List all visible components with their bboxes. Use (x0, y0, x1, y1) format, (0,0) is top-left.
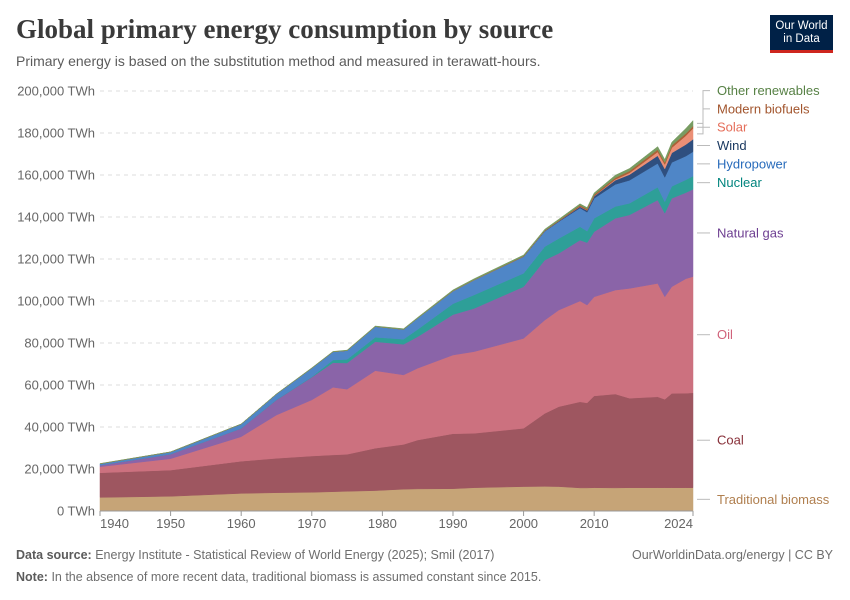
legend-label: Natural gas (717, 225, 784, 240)
legend-item-hydropower: Hydropower (697, 156, 788, 171)
y-tick-label: 80,000 TWh (24, 336, 95, 351)
chart-subtitle: Primary energy is based on the substitut… (16, 53, 541, 69)
legend: Traditional biomass Coal Oil Natural gas Nuc… (697, 83, 830, 507)
x-tick-label: 2024 (664, 516, 693, 531)
legend-item-natural-gas: Natural gas (697, 225, 784, 240)
source-text[interactable]: Energy Institute - Statistical Review of… (95, 548, 495, 562)
y-tick-label: 160,000 TWh (17, 168, 95, 183)
legend-connector (697, 90, 710, 124)
source-label: Data source: (16, 548, 92, 562)
legend-label: Traditional biomass (717, 492, 830, 507)
y-tick-label: 0 TWh (57, 504, 95, 519)
legend-label: Solar (717, 120, 748, 135)
legend-label: Wind (717, 138, 747, 153)
x-tick-label: 1970 (297, 516, 326, 531)
legend-label: Other renewables (717, 83, 820, 98)
legend-item-modern-biofuels: Modern biofuels (697, 101, 810, 128)
x-tick-label: 2000 (509, 516, 538, 531)
y-tick-label: 100,000 TWh (17, 294, 95, 309)
note-text: In the absence of more recent data, trad… (51, 570, 542, 584)
license-link[interactable]: OurWorldinData.org/energy | CC BY (631, 548, 833, 562)
y-tick-label: 200,000 TWh (17, 84, 95, 99)
y-axis: 0 TWh 20,000 TWh 40,000 TWh 60,000 TWh 80,00… (17, 84, 95, 519)
owid-logo[interactable]: Our World in Data (770, 15, 833, 53)
x-tick-label: 2010 (580, 516, 609, 531)
data-source: Data source: Energy Institute - Statisti… (16, 548, 494, 562)
legend-connector (697, 126, 710, 135)
note: Note: In the absence of more recent data… (16, 570, 541, 584)
legend-item-nuclear: Nuclear (697, 175, 762, 190)
y-tick-label: 40,000 TWh (24, 420, 95, 435)
legend-item-traditional-biomass: Traditional biomass (697, 492, 830, 507)
x-tick-label: 1980 (368, 516, 397, 531)
area-layers (99, 119, 694, 512)
x-tick-label: 1990 (439, 516, 468, 531)
y-tick-label: 180,000 TWh (17, 126, 95, 141)
legend-label: Hydropower (717, 156, 788, 171)
y-tick-label: 120,000 TWh (17, 252, 95, 267)
y-tick-label: 20,000 TWh (24, 462, 95, 477)
note-label: Note: (16, 570, 48, 584)
legend-item-oil: Oil (697, 327, 733, 342)
legend-label: Modern biofuels (717, 101, 810, 116)
chart-title: Global primary energy consumption by sou… (16, 14, 554, 44)
legend-item-coal: Coal (697, 433, 744, 448)
legend-item-solar: Solar (697, 120, 748, 135)
legend-label: Coal (717, 433, 744, 448)
area-other-renewables (99, 119, 694, 465)
y-tick-label: 60,000 TWh (24, 378, 95, 393)
legend-label: Nuclear (717, 175, 762, 190)
legend-label: Oil (717, 327, 733, 342)
x-tick-label: 1950 (156, 516, 185, 531)
y-tick-label: 140,000 TWh (17, 210, 95, 225)
legend-item-other-renewables: Other renewables (697, 83, 820, 124)
x-tick-label: 1960 (227, 516, 256, 531)
legend-item-wind: Wind (697, 138, 747, 153)
x-axis: 1940 1950 1960 1970 1980 1990 2000 2010 2024 (99, 510, 694, 531)
x-tick-label: 1940 (100, 516, 129, 531)
